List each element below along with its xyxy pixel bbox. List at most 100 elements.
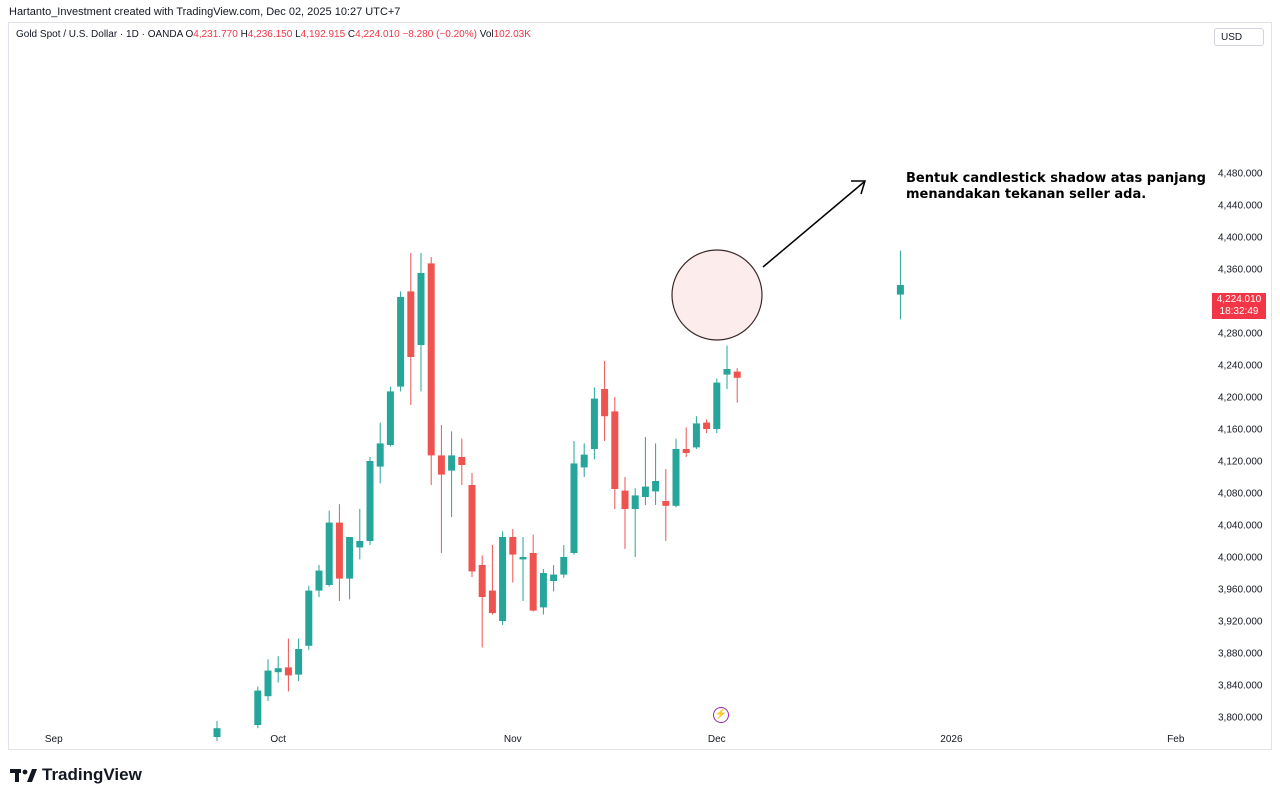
- candle[interactable]: [672, 438, 680, 508]
- close-value: 4,224.010: [355, 29, 400, 40]
- candle-body: [692, 423, 700, 448]
- annotation-arrow-line: [762, 181, 865, 268]
- candle[interactable]: [662, 469, 670, 541]
- candle[interactable]: [295, 638, 303, 681]
- candle[interactable]: [264, 659, 272, 701]
- candle-body: [437, 455, 445, 475]
- candle[interactable]: [539, 569, 547, 615]
- candle[interactable]: [335, 504, 343, 601]
- candle[interactable]: [621, 477, 629, 549]
- candle[interactable]: [448, 431, 456, 517]
- candle-body: [519, 557, 527, 560]
- candle-body: [366, 461, 374, 541]
- candle-body: [896, 285, 904, 295]
- candle-body: [325, 522, 333, 585]
- candle-body: [417, 273, 425, 345]
- candle[interactable]: [468, 473, 476, 577]
- price-tick-label: 4,280.000: [1218, 329, 1263, 340]
- candle[interactable]: [590, 387, 598, 460]
- logo-text: TradingView: [42, 765, 142, 784]
- candle[interactable]: [580, 443, 588, 477]
- candle[interactable]: [254, 686, 262, 729]
- candle-body: [703, 422, 711, 429]
- candle-body: [315, 570, 323, 591]
- candle[interactable]: [305, 585, 313, 650]
- price-tick-label: 4,480.000: [1218, 169, 1263, 180]
- volume-value: 102.03K: [493, 29, 531, 40]
- candle-body: [478, 565, 486, 597]
- candles-layer: [213, 250, 904, 741]
- candle[interactable]: [713, 378, 721, 433]
- candle[interactable]: [519, 537, 527, 601]
- candle-body: [264, 670, 272, 697]
- candle[interactable]: [315, 565, 323, 597]
- candle[interactable]: [641, 437, 649, 505]
- candle[interactable]: [213, 721, 221, 741]
- annotation-circle: [671, 249, 763, 341]
- candle[interactable]: [376, 422, 384, 484]
- candle[interactable]: [570, 441, 578, 555]
- lightning-icon[interactable]: ⚡: [713, 707, 729, 723]
- price-tick-label: 4,360.000: [1218, 265, 1263, 276]
- symbol-name[interactable]: Gold Spot / U.S. Dollar · 1D · OANDA: [16, 29, 183, 40]
- candle[interactable]: [325, 510, 333, 587]
- price-tick-label: 4,440.000: [1218, 201, 1263, 212]
- candle[interactable]: [407, 253, 415, 405]
- price-tick-label: 3,960.000: [1218, 585, 1263, 596]
- candle-body: [611, 411, 619, 489]
- candle[interactable]: [631, 488, 639, 557]
- candle[interactable]: [529, 534, 537, 612]
- candle[interactable]: [397, 291, 405, 392]
- candle[interactable]: [733, 368, 741, 403]
- candle[interactable]: [550, 565, 558, 592]
- candle[interactable]: [692, 416, 700, 449]
- candle[interactable]: [274, 656, 282, 683]
- candle-body: [458, 457, 466, 465]
- candle-body: [284, 667, 292, 676]
- annotation-layer: [671, 180, 867, 341]
- candle[interactable]: [458, 438, 466, 485]
- candle-body: [550, 574, 558, 581]
- candle[interactable]: [601, 361, 609, 441]
- candle-body: [427, 263, 435, 456]
- candle[interactable]: [437, 425, 445, 553]
- candle[interactable]: [386, 386, 394, 447]
- candle-body: [733, 371, 741, 378]
- candle-body: [346, 537, 354, 579]
- open-value: 4,231.770: [193, 29, 238, 40]
- candle[interactable]: [682, 427, 690, 457]
- candle-body: [570, 463, 578, 553]
- candle[interactable]: [509, 529, 517, 583]
- candle-body: [335, 522, 343, 579]
- candle[interactable]: [284, 638, 292, 692]
- time-tick-label: Feb: [1167, 734, 1185, 745]
- candle-body: [621, 490, 629, 509]
- candle-body: [529, 553, 537, 611]
- candle[interactable]: [478, 555, 486, 648]
- candle[interactable]: [356, 509, 364, 560]
- candle-body: [274, 668, 282, 673]
- candle[interactable]: [611, 397, 619, 509]
- candle[interactable]: [417, 253, 425, 392]
- candle[interactable]: [366, 457, 374, 545]
- annotation-arrow-head: [851, 180, 867, 195]
- price-tick-label: 4,240.000: [1218, 361, 1263, 372]
- candle[interactable]: [499, 531, 507, 625]
- tradingview-logo[interactable]: TradingView: [10, 765, 142, 785]
- candle[interactable]: [652, 443, 660, 505]
- open-label: O: [185, 29, 194, 40]
- candle-body: [376, 443, 384, 467]
- currency-selector[interactable]: USD: [1214, 28, 1264, 46]
- close-label: C: [347, 29, 356, 40]
- candle-body: [560, 557, 568, 575]
- candle[interactable]: [488, 545, 496, 615]
- candle[interactable]: [896, 250, 904, 320]
- candle[interactable]: [560, 545, 568, 578]
- candle[interactable]: [723, 345, 731, 389]
- candle[interactable]: [703, 419, 711, 433]
- last-price-value: 4,224.010: [1216, 294, 1262, 305]
- candle[interactable]: [427, 257, 435, 485]
- candle-body: [407, 291, 415, 357]
- candle[interactable]: [346, 537, 354, 600]
